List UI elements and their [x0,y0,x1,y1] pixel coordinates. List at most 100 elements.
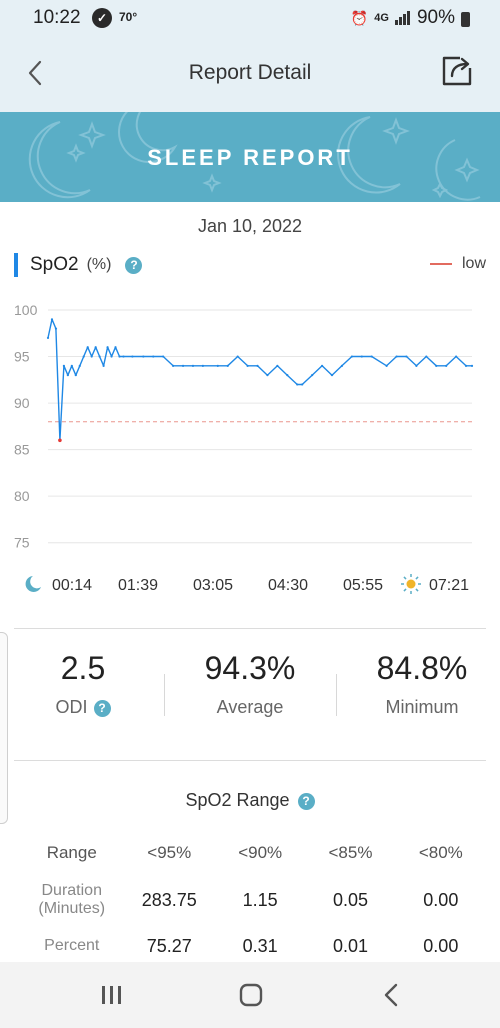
data-point [360,355,363,358]
spo2-header: SpO2 (%) ? [14,252,143,278]
data-point [350,355,353,358]
data-point [118,355,121,358]
data-point [66,374,69,377]
data-point [46,336,50,340]
data-point [415,364,418,367]
data-point [320,364,324,367]
x-tick-label: 00:14 [52,577,92,594]
x-tick-label: 04:30 [268,577,308,594]
table-cell: 0.00 [423,889,459,910]
header-range-label: Range [46,843,97,862]
data-point [172,364,175,367]
data-point [74,374,77,377]
signal-icon [394,11,410,25]
data-point [445,364,448,367]
data-point [276,364,279,367]
legend-low-swatch [429,263,452,265]
back-nav-icon[interactable] [382,983,400,1007]
range-title-row: SpO2 Range? [0,790,500,811]
share-icon[interactable] [440,54,474,88]
table-cell: 75.27 [146,935,192,956]
y-tick-label: 90 [14,395,30,411]
average-value: 94.3% [204,650,296,686]
data-point [86,346,89,349]
home-icon[interactable] [239,983,263,1007]
data-point [301,383,304,386]
metric-label: SpO2 [30,254,79,275]
data-point [102,364,105,367]
alarm-icon: ⏰ [350,9,369,26]
data-point [90,355,93,358]
metric-unit: (%) [86,256,112,273]
x-tick-label: 03:05 [193,577,233,594]
recent-apps-icon[interactable] [100,984,124,1006]
data-point [435,364,438,367]
data-point [110,355,113,358]
odi-label-row: ODI? [28,697,138,718]
data-point [152,355,155,358]
table-cell: 0.01 [332,935,368,956]
data-point [82,355,85,358]
moon-icon [25,576,41,592]
data-point [70,364,73,367]
data-point [201,364,205,367]
minimum-label: Minimum [385,697,459,717]
data-point [162,355,165,358]
stat-average: 94.3% Average [180,650,320,718]
status-right: ⏰ 4G 90% [351,7,470,29]
moon-stars-decoration-icon [28,112,481,201]
y-tick-label: 95 [14,349,30,365]
data-point [62,364,65,367]
spo2-chart: 100 95 90 85 80 75 00:14 01:39 03:05 04:30 05:55 07… [14,302,474,594]
odi-value: 2.5 [60,650,106,686]
data-point [385,364,388,367]
data-point [114,346,117,349]
data-point [106,346,109,349]
chart-legend: low [429,255,486,273]
table-row: Percent 75.27 0.31 0.01 0.00 [20,924,486,968]
data-point [226,364,229,367]
divider [14,628,486,629]
column-header: <85% [328,843,373,862]
data-point [78,364,81,367]
data-point [98,355,101,358]
divider [14,760,486,761]
average-label: Average [216,697,284,717]
odi-label: ODI [55,697,88,717]
range-help-icon[interactable]: ? [297,793,315,810]
data-point [330,374,334,377]
table-cell: 0.00 [423,935,459,956]
table-cell: 0.31 [242,935,278,956]
sleep-report-banner: SLEEP REPORT [0,112,500,202]
data-point [470,364,474,367]
x-tick-label: 05:55 [343,577,383,594]
data-point [296,383,299,386]
spo2-range-table: Range <95% <90% <85% <80% Duration (Minu… [20,830,486,968]
data-point [54,327,58,330]
back-arrow-icon[interactable] [22,58,52,88]
data-point [405,355,408,358]
data-point [191,364,195,367]
legend-low-label: low [461,255,486,272]
data-point [286,374,289,377]
x-tick-label: 07:21 [429,577,469,594]
column-header: <80% [418,843,463,862]
page-title: Report Detail [188,61,312,84]
data-point [131,355,134,358]
row-label: Percent [44,937,100,954]
data-point [256,364,259,367]
help-icon[interactable]: ? [125,256,143,274]
table-row: Duration (Minutes) 283.75 1.15 0.05 0.00 [20,876,486,924]
data-point [142,355,145,358]
status-bar: 10:22 ✓ 70° ⏰ 4G 90% [0,0,500,36]
table-cell: 1.15 [242,889,278,910]
row-label: Duration (Minutes) [20,876,123,924]
table-cell: 0.05 [332,889,368,910]
data-point [236,355,239,358]
odi-help-icon[interactable]: ? [93,700,111,717]
y-tick-label: 80 [14,488,30,504]
banner-title: SLEEP REPORT [147,145,353,170]
side-drawer-handle[interactable] [0,632,8,824]
data-point [246,364,249,367]
section-accent-bar [14,253,18,277]
